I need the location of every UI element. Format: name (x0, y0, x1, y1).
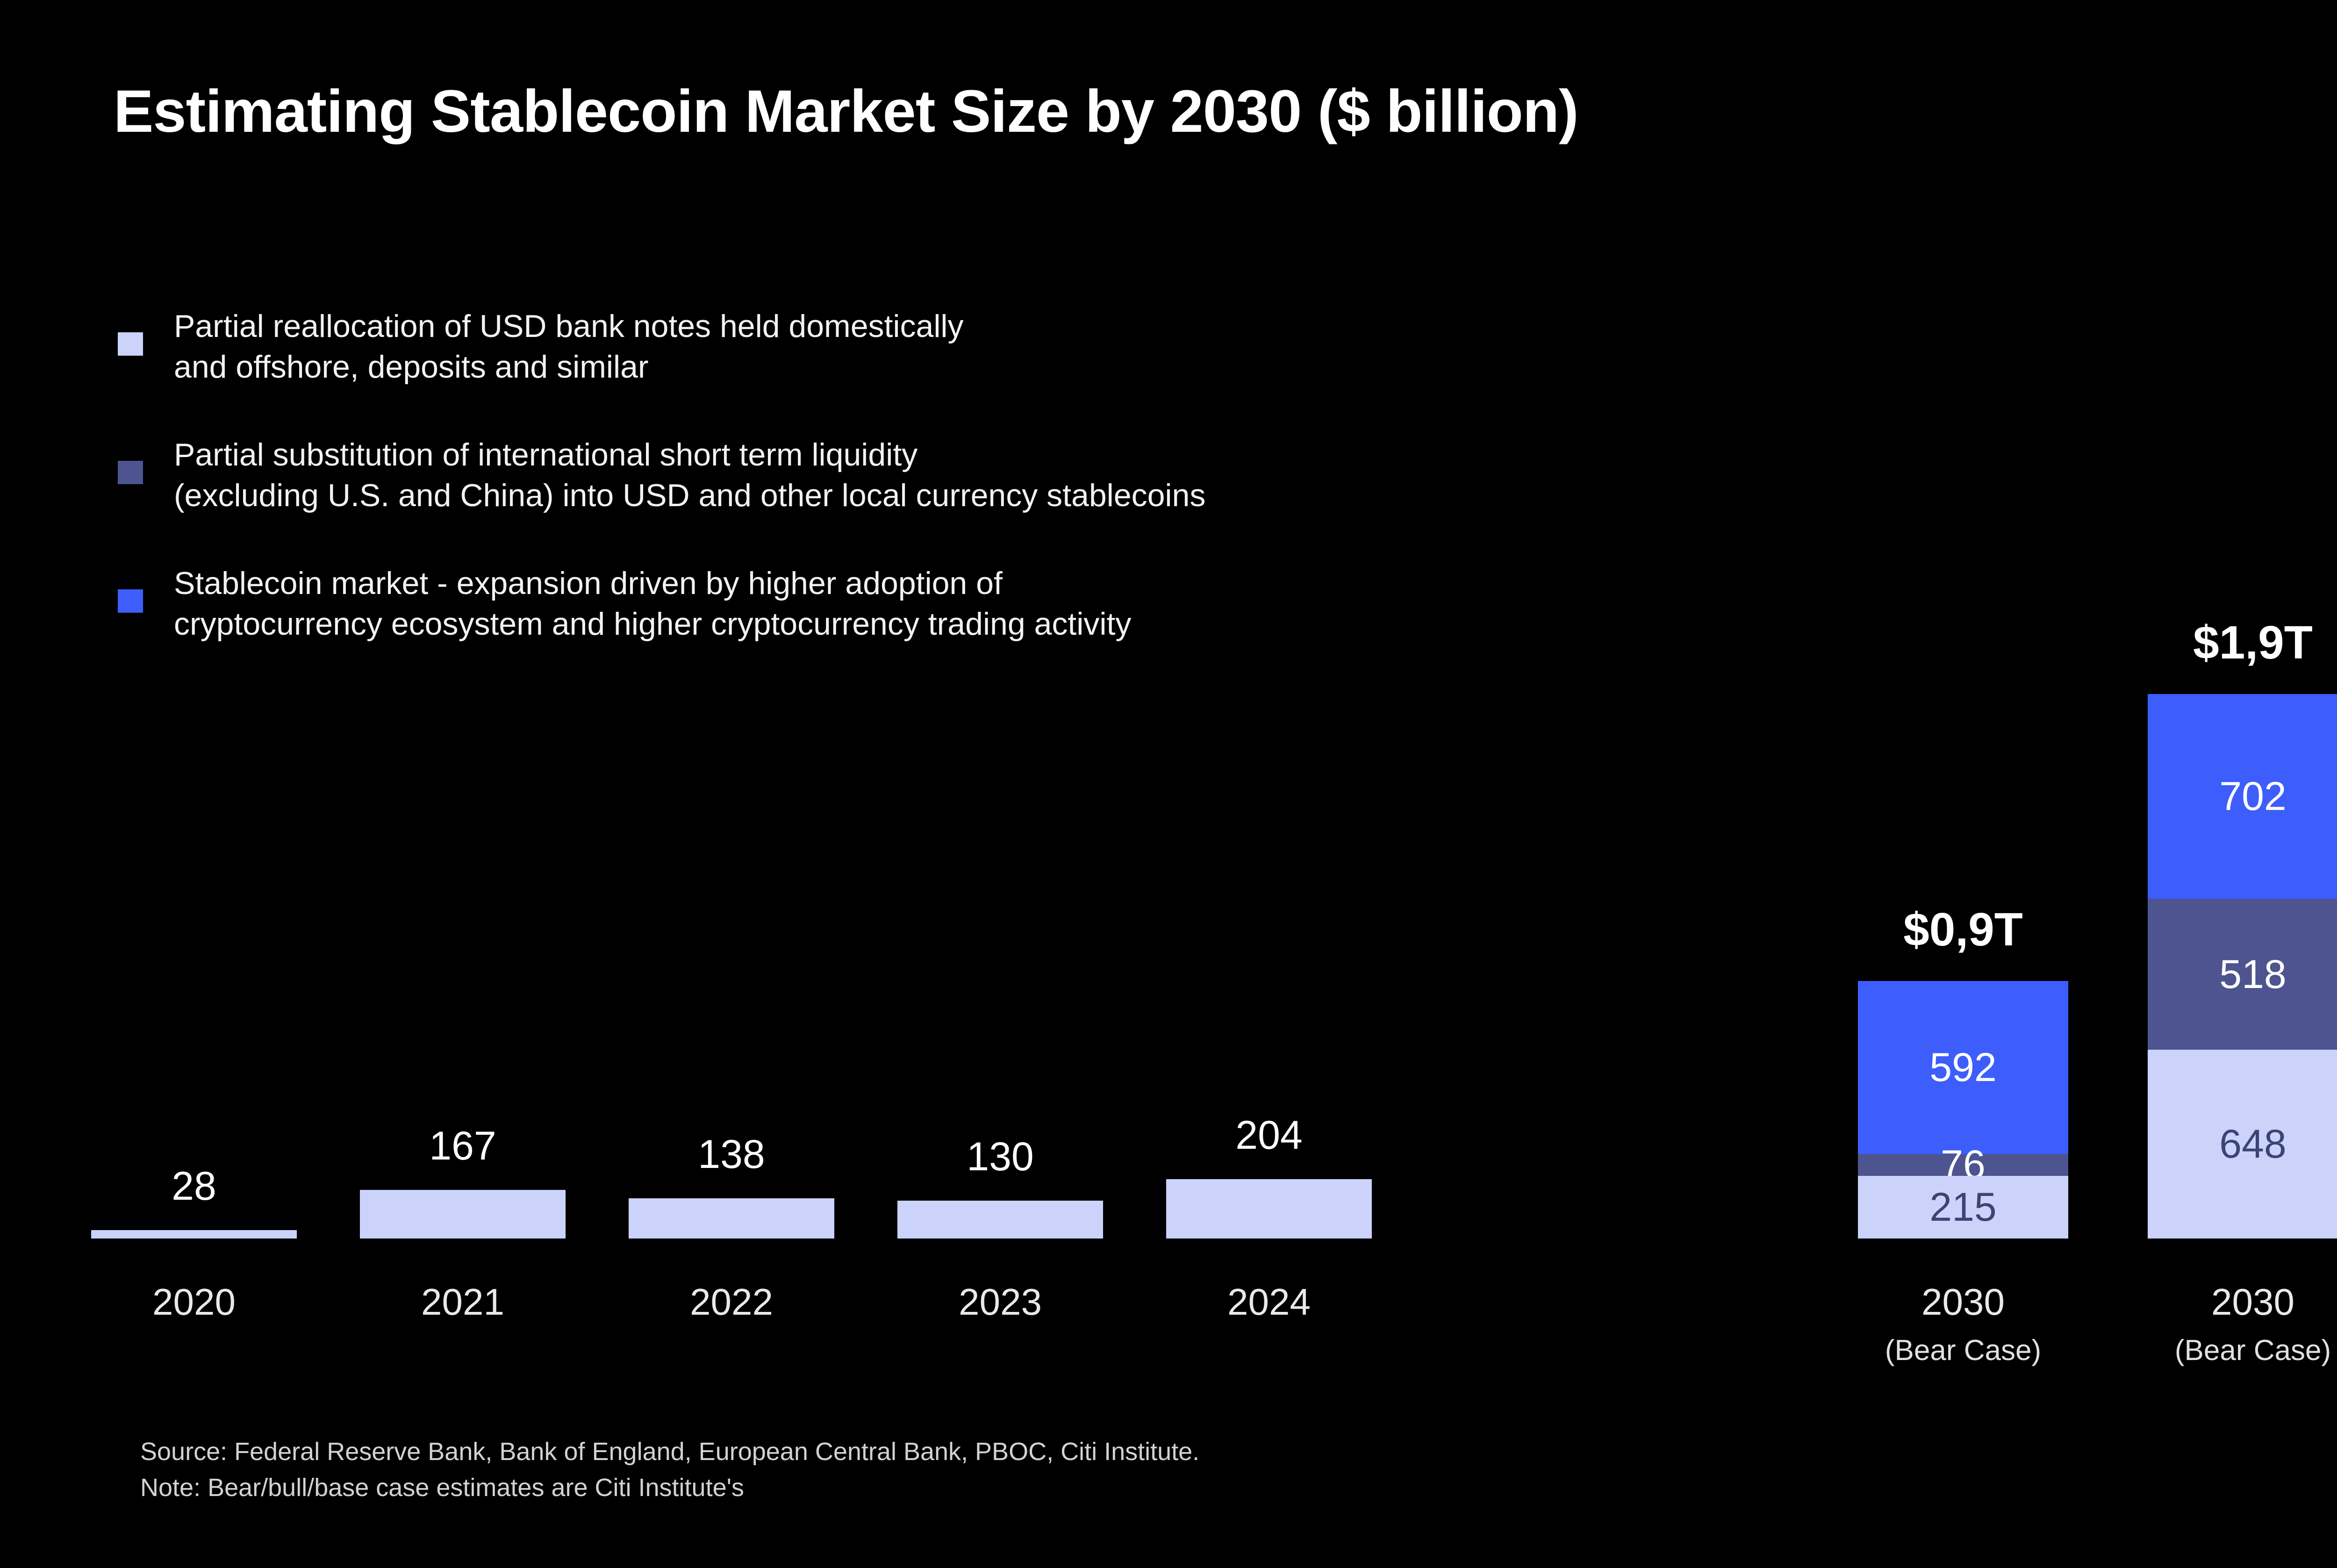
bar-total-label: $1,9T (2193, 616, 2313, 669)
axis-tick-projection-1: 2030 (Bear Case) (1830, 1281, 2096, 1367)
axis-tick-2022: 2022 (690, 1281, 773, 1323)
bar-value-label: 138 (698, 1131, 765, 1177)
segment-value-label: 215 (1929, 1184, 1997, 1230)
segment-value-label: 518 (2219, 952, 2287, 997)
bar-segment[interactable]: 648 (2148, 1049, 2337, 1239)
chart-legend: Partial reallocation of USD bank notes h… (118, 306, 1660, 692)
bar-segment[interactable]: 702 (2148, 694, 2337, 899)
axis-tick-2021: 2021 (421, 1281, 504, 1323)
page-title: Estimating Stablecoin Market Size by 203… (114, 78, 1579, 145)
historical-bar-2022[interactable]: 138 (629, 1132, 834, 1239)
bar-segment[interactable]: 592 (1858, 981, 2068, 1154)
legend-item-label: Partial reallocation of USD bank notes h… (174, 308, 964, 385)
bar-value-label: 167 (429, 1123, 496, 1168)
legend-item-label: Partial substitution of international sh… (174, 437, 1206, 514)
axis-tick-year: 2030 (1921, 1281, 2005, 1323)
historical-bar-2021[interactable]: 167 (360, 1124, 566, 1239)
legend-swatch-icon (118, 589, 143, 613)
bar-value-label: 130 (967, 1134, 1034, 1179)
legend-item-reallocation[interactable]: Partial reallocation of USD bank notes h… (118, 306, 1660, 393)
legend-item-label: Stablecoin market - expansion driven by … (174, 566, 1132, 642)
historical-bar-2024[interactable]: 204 (1166, 1113, 1372, 1239)
legend-swatch-icon (118, 461, 143, 484)
segment-value-label: 592 (1929, 1045, 1997, 1090)
bar-segment[interactable]: 76 (1858, 1145, 2068, 1185)
source-note: Source: Federal Reserve Bank, Bank of En… (140, 1438, 1200, 1502)
bar-segment[interactable] (897, 1200, 1103, 1239)
bar-value-label: 204 (1235, 1112, 1303, 1158)
bar-total-label: $0,9T (1903, 903, 2023, 956)
historical-bar-2023[interactable]: 130 (897, 1134, 1103, 1239)
bar-segment[interactable] (629, 1198, 834, 1239)
legend-item-substitution[interactable]: Partial substitution of international sh… (118, 435, 1660, 521)
bar-segment[interactable] (360, 1189, 566, 1239)
projection-bars-group: $0,9T59276215$1,9T702518648$4.0T1,0881,3… (1858, 77, 2337, 1239)
axis-tick-projection-2: 2030 (Bear Case) (2120, 1281, 2337, 1367)
bar-segment[interactable]: 215 (1858, 1175, 2068, 1239)
axis-tick-year: 2030 (2211, 1281, 2294, 1323)
axis-tick-case: (Bear Case) (2174, 1334, 2331, 1367)
legend-item-stablecoin-market[interactable]: Stablecoin market - expansion driven by … (118, 563, 1660, 650)
projection-bar-2[interactable]: $1,9T 702 518 648 (2148, 616, 2337, 1239)
legend-swatch-icon (118, 332, 143, 356)
projection-bar-1[interactable]: $0,9T 592 76 215 (1858, 903, 2068, 1239)
bar-value-label: 28 (172, 1164, 216, 1209)
axis-tick-2023: 2023 (959, 1281, 1042, 1323)
historical-bar-2020[interactable]: 28 (91, 1164, 297, 1239)
historical-bars-group: 28 167 138 130 204 (91, 1113, 1435, 1239)
bar-segment[interactable] (91, 1230, 297, 1239)
bar-segment[interactable]: 518 (2148, 899, 2337, 1050)
axis-tick-2024: 2024 (1227, 1281, 1311, 1323)
segment-value-label: 648 (2219, 1121, 2287, 1167)
axis-tick-case: (Bear Case) (1885, 1334, 2042, 1367)
axis-tick-2020: 2020 (152, 1281, 236, 1323)
bar-segment[interactable] (1166, 1179, 1372, 1239)
segment-value-label: 702 (2219, 774, 2287, 819)
x-axis-labels: 2020 2021 2022 2023 2024 2030 (Bear Case) 2030 (… (0, 1281, 2337, 1421)
